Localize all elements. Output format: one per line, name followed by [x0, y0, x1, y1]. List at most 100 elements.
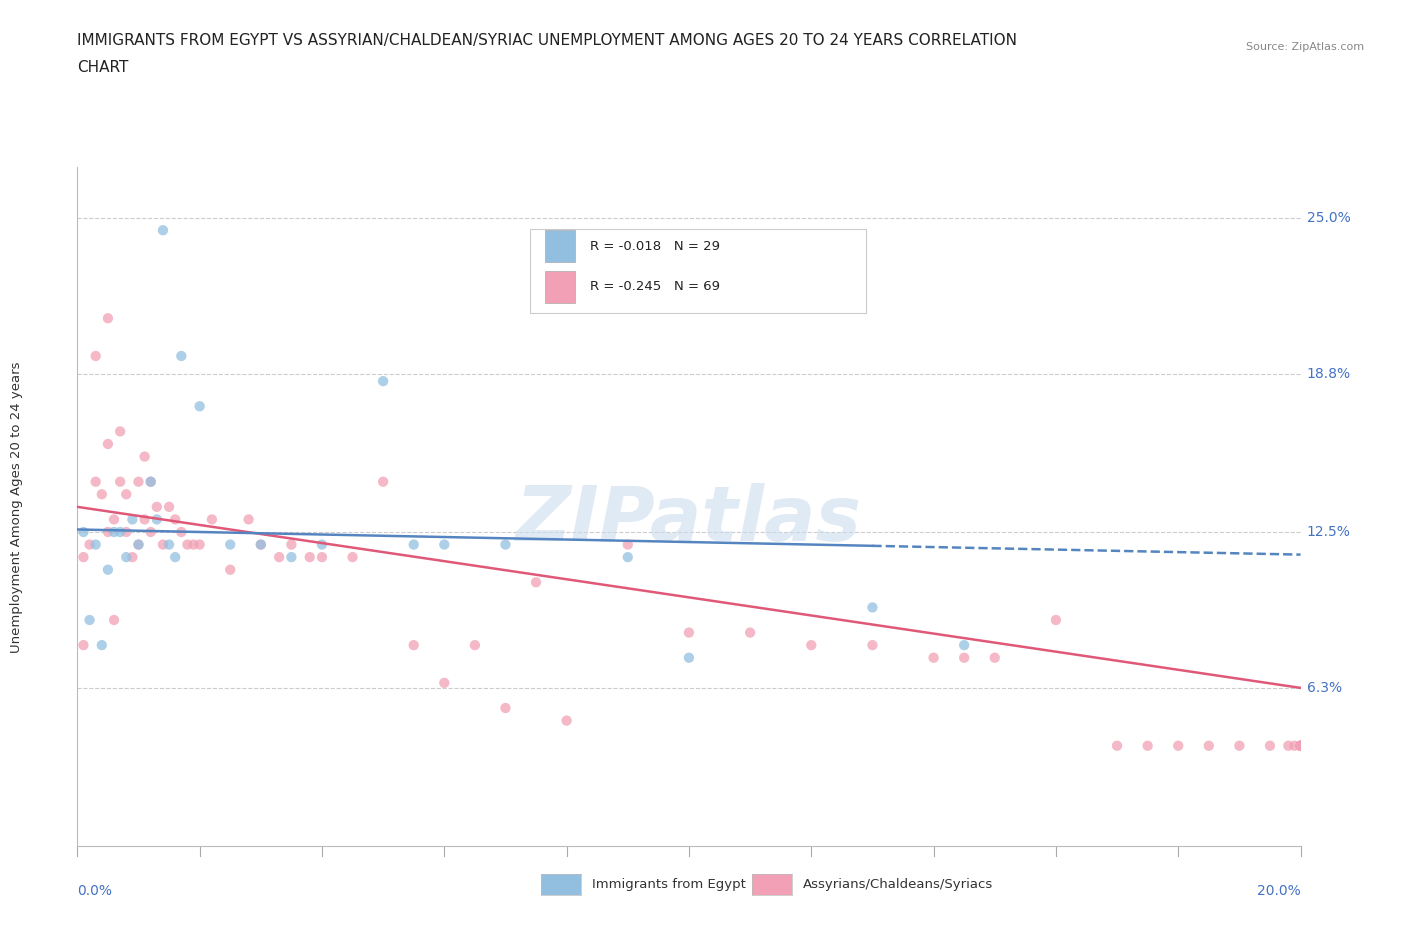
Text: R = -0.018   N = 29: R = -0.018 N = 29 [591, 240, 720, 253]
Point [127, 474, 149, 489]
Point [146, 512, 169, 527]
Point [146, 499, 169, 514]
Point [311, 550, 333, 565]
Point [188, 399, 211, 414]
FancyBboxPatch shape [544, 230, 575, 262]
Point [201, 512, 224, 527]
Point [740, 625, 762, 640]
Point [922, 650, 945, 665]
Point [862, 638, 884, 653]
Point [495, 700, 517, 715]
Text: CHART: CHART [77, 60, 129, 75]
Point [72, 550, 94, 565]
Text: Unemployment Among Ages 20 to 24 years: Unemployment Among Ages 20 to 24 years [10, 361, 22, 653]
Point [84, 474, 107, 489]
Point [90, 638, 112, 653]
Point [127, 538, 149, 552]
Point [311, 538, 333, 552]
Point [139, 525, 162, 539]
Point [1289, 738, 1312, 753]
FancyBboxPatch shape [530, 229, 866, 313]
Point [678, 625, 700, 640]
Point [269, 550, 291, 565]
Point [134, 512, 156, 527]
Point [72, 525, 94, 539]
Text: 0.0%: 0.0% [77, 884, 112, 897]
Text: Source: ZipAtlas.com: Source: ZipAtlas.com [1246, 42, 1364, 52]
Text: R = -0.245   N = 69: R = -0.245 N = 69 [591, 280, 720, 293]
Point [79, 613, 101, 628]
Point [219, 563, 242, 578]
Point [108, 474, 131, 489]
Point [219, 538, 242, 552]
Point [617, 550, 640, 565]
Point [157, 538, 180, 552]
Point [953, 638, 976, 653]
Point [157, 499, 180, 514]
Point [1258, 738, 1281, 753]
Point [1284, 738, 1306, 753]
Point [103, 613, 125, 628]
Point [152, 538, 174, 552]
Point [402, 638, 425, 653]
Point [495, 538, 517, 552]
Point [103, 525, 125, 539]
Point [678, 650, 700, 665]
Point [170, 349, 193, 364]
Point [121, 550, 143, 565]
Point [1289, 738, 1312, 753]
Text: IMMIGRANTS FROM EGYPT VS ASSYRIAN/CHALDEAN/SYRIAC UNEMPLOYMENT AMONG AGES 20 TO : IMMIGRANTS FROM EGYPT VS ASSYRIAN/CHALDE… [77, 33, 1018, 47]
Point [433, 675, 456, 690]
Point [1229, 738, 1251, 753]
Point [79, 538, 101, 552]
Point [134, 449, 156, 464]
Point [1289, 738, 1312, 753]
Point [1136, 738, 1159, 753]
Point [139, 474, 162, 489]
Point [371, 374, 394, 389]
Point [97, 436, 120, 451]
Point [371, 474, 394, 489]
Point [176, 538, 198, 552]
Point [1289, 738, 1312, 753]
Point [90, 486, 112, 501]
Point [238, 512, 260, 527]
Point [152, 223, 174, 238]
Text: 18.8%: 18.8% [1306, 366, 1351, 380]
Point [115, 525, 138, 539]
Point [188, 538, 211, 552]
Point [108, 525, 131, 539]
Text: 20.0%: 20.0% [1257, 884, 1301, 897]
FancyBboxPatch shape [544, 271, 575, 303]
Text: 12.5%: 12.5% [1306, 525, 1351, 539]
Point [250, 538, 273, 552]
Point [115, 550, 138, 565]
Point [72, 638, 94, 653]
Point [165, 512, 187, 527]
Point [464, 638, 486, 653]
Point [108, 424, 131, 439]
Point [800, 638, 823, 653]
Point [298, 550, 321, 565]
Point [165, 550, 187, 565]
Point [97, 525, 120, 539]
Text: Immigrants from Egypt: Immigrants from Egypt [592, 878, 745, 891]
Point [97, 311, 120, 325]
Point [139, 474, 162, 489]
Point [280, 550, 302, 565]
Point [84, 349, 107, 364]
Point [342, 550, 364, 565]
Text: Assyrians/Chaldeans/Syriacs: Assyrians/Chaldeans/Syriacs [803, 878, 993, 891]
Point [1198, 738, 1220, 753]
Text: 25.0%: 25.0% [1306, 211, 1350, 225]
Point [97, 563, 120, 578]
Point [1289, 738, 1312, 753]
Point [402, 538, 425, 552]
Point [84, 538, 107, 552]
Point [121, 512, 143, 527]
Point [953, 650, 976, 665]
Point [617, 538, 640, 552]
Point [433, 538, 456, 552]
Point [1277, 738, 1299, 753]
Point [524, 575, 547, 590]
